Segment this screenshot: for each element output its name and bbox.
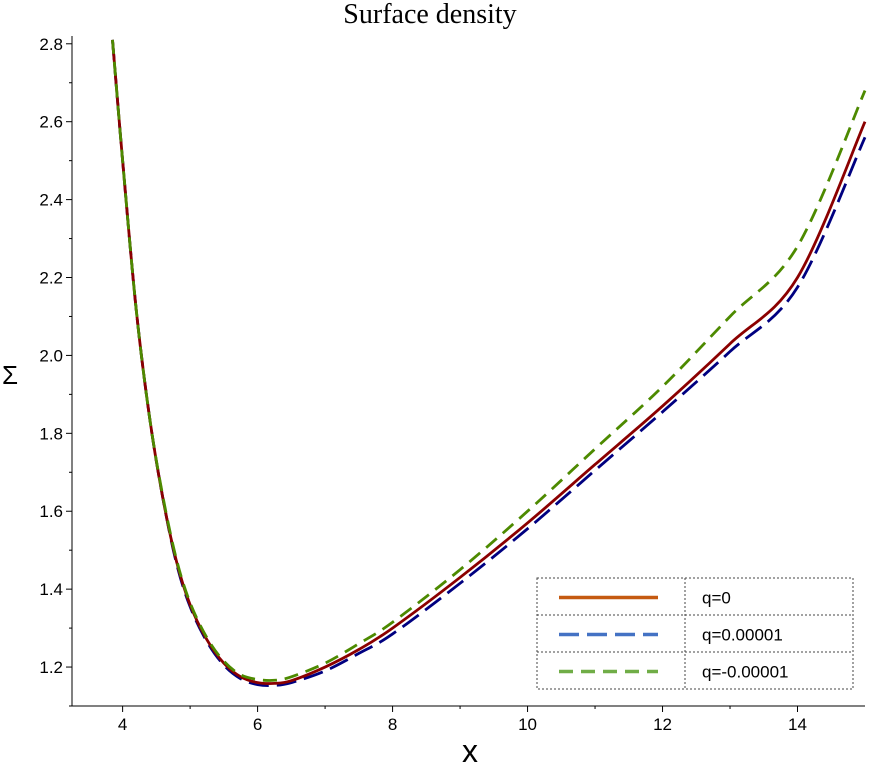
x-tick-label: 4 [118, 715, 127, 734]
y-tick-label: 2.0 [39, 346, 63, 365]
legend-label: q=0.00001 [702, 626, 783, 645]
x-tick-label: 10 [518, 715, 537, 734]
x-tick-label: 8 [388, 715, 397, 734]
x-tick-label: 6 [253, 715, 262, 734]
y-tick-label: 1.6 [39, 502, 63, 521]
x-axis-label: x [462, 733, 478, 763]
legend-label: q=0 [702, 589, 731, 608]
series-line-2 [111, 39, 867, 682]
y-tick-label: 1.2 [39, 658, 63, 677]
y-tick-label: 2.4 [39, 191, 63, 210]
y-tick-label: 1.8 [39, 424, 63, 443]
chart-title: Surface density [343, 0, 516, 30]
legend-label: q=-0.00001 [702, 663, 789, 682]
axes: 1.2 1.4 1.6 1.8 2.0 2.2 2.4 2.6 2.8 4 6 8 10 12 14 [39, 35, 865, 734]
y-tick-label: 2.6 [39, 113, 63, 132]
y-axis-label: Σ [2, 360, 18, 390]
series-layer [111, 39, 867, 687]
x-tick-label: 14 [788, 715, 807, 734]
y-tick-label: 2.8 [39, 35, 63, 54]
x-tick-label: 12 [653, 715, 672, 734]
legend: q=0 q=0.00001 q=-0.00001 [536, 577, 854, 690]
y-tick-label: 1.4 [39, 580, 63, 599]
y-tick-label: 2.2 [39, 269, 63, 288]
